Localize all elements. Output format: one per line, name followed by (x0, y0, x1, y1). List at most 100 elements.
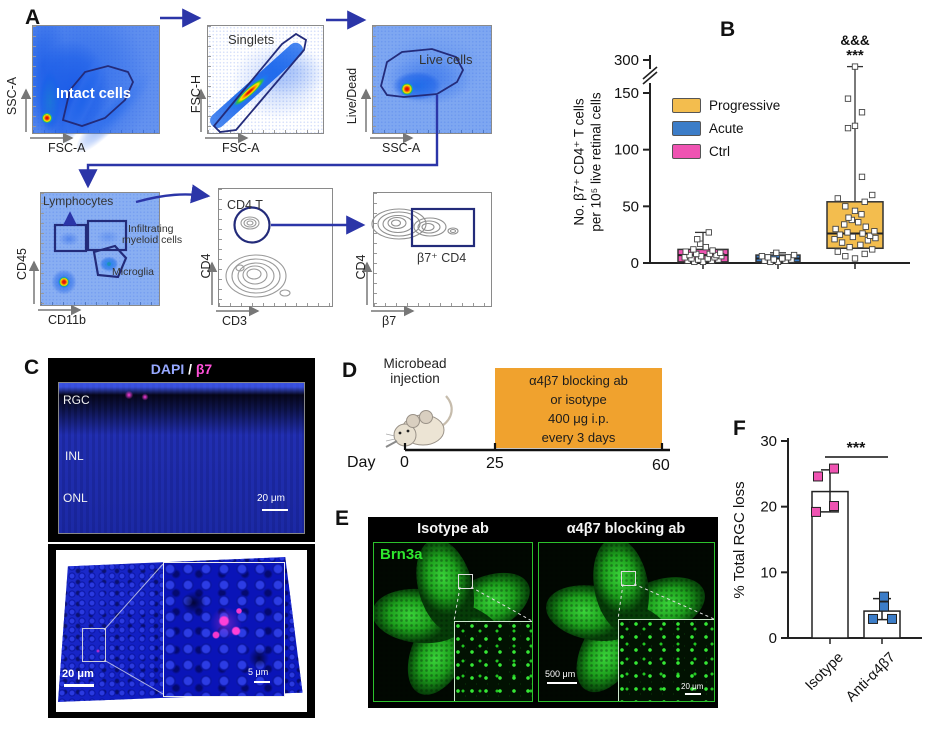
isotype-flatmount-image: Brn3a (373, 542, 533, 702)
x-axis-label-cd3: CD3 (222, 314, 248, 328)
y-axis-label-cd45: CD45 (15, 248, 29, 280)
retina-flatmount-3d-inner: 5 μm 20 μm (56, 550, 307, 712)
gate-lymphocytes (53, 223, 88, 253)
panel-a-label: A (25, 6, 41, 29)
treatment-line2: or isotype (550, 392, 607, 407)
x-axis-label-b7: β7 (382, 314, 397, 328)
gate-label-singlets: Singlets (228, 32, 275, 47)
gate-label-intact-cells: Intact cells (56, 86, 131, 102)
stain-title: DAPI / β7 (48, 361, 315, 377)
panel-f-label: F (733, 417, 746, 440)
svg-text:Isotype: Isotype (802, 650, 846, 694)
x-axis-label-fsc-a: FSC-A (48, 141, 86, 155)
retina-flatmount-3d-image: 5 μm 20 μm (48, 544, 315, 718)
flatmount-comparison-panel: Isotype ab α4β7 blocking ab Brn3a (368, 517, 718, 708)
significance-ampersand: &&& (840, 33, 870, 48)
svg-text:0: 0 (631, 255, 639, 272)
timeline-tick-25: 25 (486, 455, 504, 472)
timeline-tick-0: 0 (400, 454, 409, 471)
scale-bar-500um (547, 682, 577, 684)
gate-cd4-t (233, 206, 271, 244)
svg-text:150: 150 (614, 85, 639, 102)
b-y-axis-label-line2: per 10⁵ live retinal cells (588, 92, 603, 232)
svg-text:30: 30 (760, 433, 777, 450)
y-axis-label-cd4: CD4 (199, 253, 213, 279)
legend-item-ctrl: Ctrl (672, 140, 780, 163)
svg-text:300: 300 (614, 52, 639, 69)
legend-item-acute: Acute (672, 117, 780, 140)
panel-b-label: B (720, 18, 736, 41)
gate-microglia (92, 244, 128, 279)
scale-label-20um-inset: 20 μm (681, 682, 704, 691)
gate-singlets (212, 32, 308, 133)
blocking-ab-title: α4β7 blocking ab (566, 521, 686, 537)
legend-label-acute: Acute (709, 121, 744, 136)
svg-text:20: 20 (760, 499, 777, 516)
panel-c-label: C (24, 356, 40, 379)
treatment-line4: every 3 days (541, 430, 616, 445)
mouse-icon (385, 395, 453, 448)
scale-label-5um: 5 μm (248, 667, 269, 677)
scale-bar-20um-bottom (64, 684, 94, 687)
panel-d-label: D (342, 359, 358, 382)
gate-label-lymphocytes: Lymphocytes (43, 194, 114, 208)
treatment-box: α4β7 blocking ab or isotype 400 μg i.p. … (495, 368, 662, 448)
zoom-source-box (621, 571, 636, 586)
treatment-line1: α4β7 blocking ab (529, 373, 628, 388)
legend-item-progressive: Progressive (672, 94, 780, 117)
b-y-axis-label-line1: No. β7⁺ CD4⁺ T cells (571, 98, 586, 226)
gate-label-b7-cd4: β7⁺ CD4 (417, 251, 467, 265)
contour-population-b7 (371, 208, 459, 240)
inset-connector-lines (617, 583, 714, 620)
x-axis-label-cd11b: CD11b (48, 313, 86, 327)
y-axis-label-cd4-2: CD4 (354, 254, 368, 280)
svg-text:***: *** (847, 440, 866, 457)
flow-plot-cd4-b7 (373, 192, 492, 307)
legend: Progressive Acute Ctrl (672, 94, 780, 163)
blocking-ab-flatmount-image: 20 μm 500 μm (538, 542, 715, 702)
legend-swatch-acute (672, 121, 701, 136)
y-axis-label-fsc-h: FSC-H (189, 74, 203, 114)
svg-text:0: 0 (769, 630, 777, 647)
layer-label-inl: INL (65, 449, 84, 463)
timeline-day-label: Day (347, 454, 376, 471)
flow-plot-live-cells (372, 25, 492, 134)
svg-text:50: 50 (622, 198, 639, 215)
timeline-axis (403, 443, 670, 452)
rgc-inset-isotype (454, 621, 532, 701)
x-axis-label-fsc-a2: FSC-A (222, 141, 260, 155)
density-cloud (373, 26, 491, 133)
contour-population-cd3 (225, 216, 291, 298)
b-y-axis-label: No. β7⁺ CD4⁺ T cells per 10⁵ live retina… (570, 55, 606, 270)
x-axis-label-ssc-a2: SSC-A (382, 141, 421, 155)
svg-text:100: 100 (614, 142, 639, 159)
scale-label-20um-top: 20 μm (257, 493, 285, 504)
arrow-plot3-plot4 (78, 95, 439, 189)
y-axis-label-live-dead: Live/Dead (345, 67, 359, 125)
retina-section-image: DAPI / β7 RGC INL ONL 20 μm (48, 358, 315, 542)
legend-label-ctrl: Ctrl (709, 144, 730, 159)
timeline-tick-60: 60 (652, 457, 670, 474)
scale-bar-20um-top (262, 509, 288, 511)
svg-text:10: 10 (760, 564, 777, 581)
zoom-source-box (458, 574, 473, 589)
significance-stars-b: *** (846, 47, 864, 64)
stain-separator: / (184, 361, 196, 377)
flow-overlay (20, 8, 476, 317)
boxplot-b: 0 50 100 150 300 (614, 52, 910, 272)
brn3a-label: Brn3a (380, 546, 423, 563)
treatment-line3: 400 μg i.p. (548, 411, 609, 426)
svg-text:% Total RGC loss: % Total RGC loss (731, 481, 748, 598)
inset-connector-lines (103, 563, 164, 695)
axis-arrows (20, 88, 415, 317)
flow-plot-singlets (206, 25, 324, 134)
gate-infiltrating-myeloid (86, 219, 128, 252)
scale-label-500um: 500 μm (545, 669, 576, 679)
gate-intact-cells (61, 65, 134, 127)
stain-dapi: DAPI (150, 361, 185, 377)
y-axis-label-ssc-a: SSC-A (5, 76, 19, 116)
gate-label-myeloid-cells: myeloid cells (122, 234, 183, 246)
rgc-inset-blocking: 20 μm (618, 619, 714, 701)
